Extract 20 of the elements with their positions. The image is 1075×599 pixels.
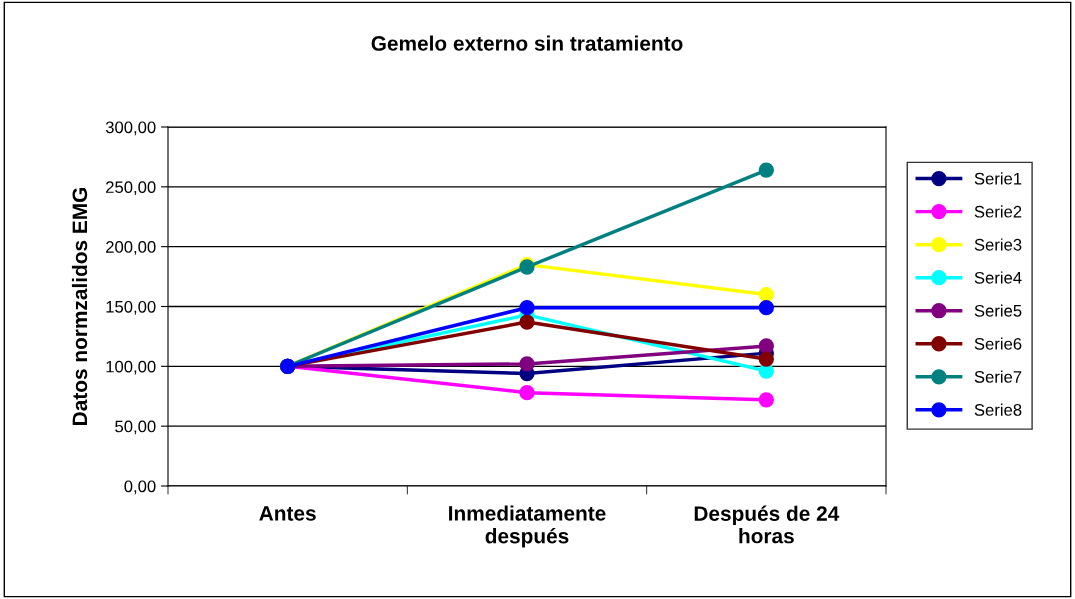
y-axis-title: Datos normzalidos EMG <box>71 187 88 425</box>
y-tick-label: 200,00 <box>106 241 156 255</box>
y-tick-label: 0,00 <box>124 480 156 495</box>
x-tick-label: Inmediatamente después <box>449 505 606 548</box>
x-tick-label: Antes <box>259 506 316 521</box>
legend-label: Serie7 <box>974 370 1022 383</box>
legend-label: Serie8 <box>974 403 1022 416</box>
legend-label: Serie5 <box>974 304 1022 317</box>
legend-label: Serie1 <box>974 172 1022 185</box>
y-tick-label: 250,00 <box>106 181 156 196</box>
y-tick-label: 100,00 <box>106 360 156 375</box>
y-tick-label: 300,00 <box>105 121 156 136</box>
y-tick-label: 150,00 <box>106 300 156 315</box>
chart-title: Gemelo externo sin tratamiento <box>371 35 683 51</box>
legend-label: Serie3 <box>974 238 1022 251</box>
x-tick-label: Después de 24 horas <box>694 505 840 544</box>
legend-label: Serie6 <box>974 337 1022 350</box>
y-tick-label: 50,00 <box>115 420 156 435</box>
legend-label: Serie4 <box>974 271 1022 284</box>
legend-label: Serie2 <box>974 205 1022 218</box>
